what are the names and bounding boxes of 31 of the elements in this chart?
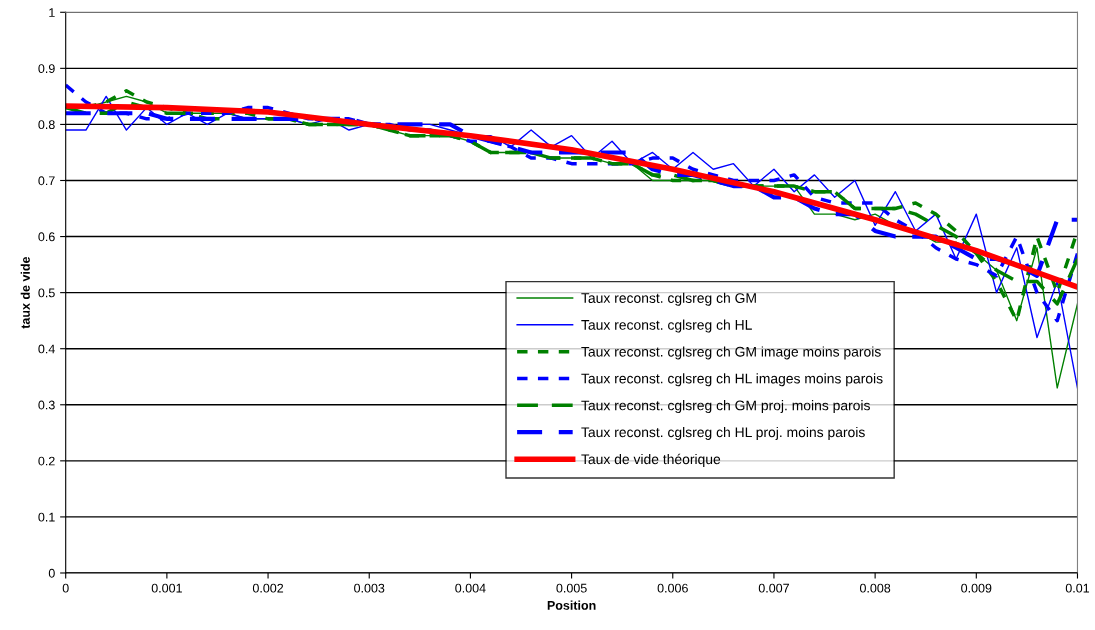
x-tick-label: 0.007 bbox=[758, 583, 789, 593]
x-tick-label: 0 bbox=[62, 583, 69, 593]
x-tick-label: 0.01 bbox=[1065, 583, 1090, 593]
x-axis-title: Position bbox=[547, 600, 596, 610]
x-tick-label: 0.004 bbox=[455, 583, 486, 593]
x-tick-label: 0.001 bbox=[151, 583, 182, 593]
x-tick-label: 0.006 bbox=[657, 583, 688, 593]
x-tick-label: 0.005 bbox=[556, 583, 587, 593]
y-tick-label: 0.7 bbox=[38, 176, 55, 186]
legend-label: Taux reconst. cglsreg ch HL proj. moins parois bbox=[581, 426, 865, 440]
x-tick-label: 0.008 bbox=[859, 583, 891, 593]
x-tick-label: 0.009 bbox=[961, 583, 992, 593]
legend-label: Taux reconst. cglsreg ch GM bbox=[581, 292, 756, 306]
y-tick-label: 0.8 bbox=[38, 120, 55, 130]
y-tick-label: 1 bbox=[49, 8, 55, 17]
x-tick-label: 0.003 bbox=[354, 583, 385, 593]
y-tick-label: 0.3 bbox=[38, 400, 55, 410]
legend-label: Taux reconst. cglsreg ch GM image moins parois bbox=[581, 346, 881, 360]
y-tick-label: 0.5 bbox=[38, 288, 55, 298]
y-tick-label: 0.2 bbox=[38, 456, 55, 466]
legend-label: Taux reconst. cglsreg ch HL images moins parois bbox=[581, 373, 883, 387]
y-tick-label: 0.6 bbox=[38, 232, 55, 242]
legend-label: Taux reconst. cglsreg ch GM proj. moins parois bbox=[581, 400, 870, 414]
x-tick-label: 0.002 bbox=[252, 583, 284, 593]
y-tick-label: 0.1 bbox=[38, 512, 55, 522]
y-axis-title: taux de vide bbox=[20, 256, 30, 329]
y-tick-label: 0 bbox=[48, 568, 55, 578]
legend-label: Taux de vide théorique bbox=[581, 453, 721, 467]
y-tick-label: 0.9 bbox=[38, 64, 55, 74]
y-tick-label: 0.4 bbox=[38, 344, 55, 354]
legend-label: Taux reconst. cglsreg ch HL bbox=[581, 319, 752, 333]
